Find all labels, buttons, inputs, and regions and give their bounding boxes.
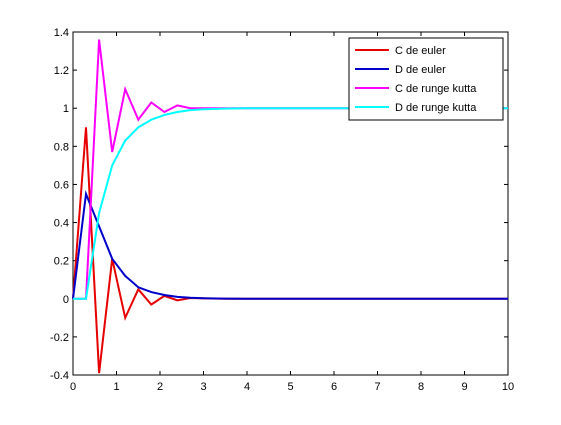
legend-label: C de euler xyxy=(395,45,446,57)
y-tick-label: 0 xyxy=(63,294,69,306)
legend: C de euler D de euler C de runge kutta D de… xyxy=(348,37,504,121)
y-tick-label: 0.6 xyxy=(54,179,69,191)
x-tick-label: 5 xyxy=(287,381,293,393)
x-tick-label: 0 xyxy=(70,381,76,393)
x-tick-label: 1 xyxy=(113,381,119,393)
x-tick-label: 4 xyxy=(244,381,250,393)
y-tick-label: 1.2 xyxy=(54,65,69,77)
y-tick-label: -0.2 xyxy=(50,332,69,344)
y-tick-label: 0.2 xyxy=(54,256,69,268)
x-tick-label: 3 xyxy=(200,381,206,393)
x-tick-label: 7 xyxy=(374,381,380,393)
y-tick-label: 0.4 xyxy=(54,218,69,230)
x-tick-label: 8 xyxy=(418,381,424,393)
legend-label: D de euler xyxy=(395,64,446,76)
x-tick-label: 6 xyxy=(331,381,337,393)
axis-ticks: 0 1 2 3 4 5 6 7 8 9 10 -0.4 -0.2 0 0.2 0.4 0.6 0.8 1 1.2 1.4 xyxy=(50,27,514,393)
x-tick-label: 9 xyxy=(461,381,467,393)
legend-label: D de runge kutta xyxy=(395,102,477,114)
x-tick-label: 2 xyxy=(157,381,163,393)
x-tick-label: 10 xyxy=(502,381,514,393)
y-tick-label: 0.8 xyxy=(54,141,69,153)
series-line-d-de-euler xyxy=(72,190,508,300)
y-tick-label: 1 xyxy=(63,103,69,115)
y-tick-label: 1.4 xyxy=(54,27,69,39)
legend-label: C de runge kutta xyxy=(395,83,477,95)
y-tick-label: -0.4 xyxy=(50,370,69,382)
